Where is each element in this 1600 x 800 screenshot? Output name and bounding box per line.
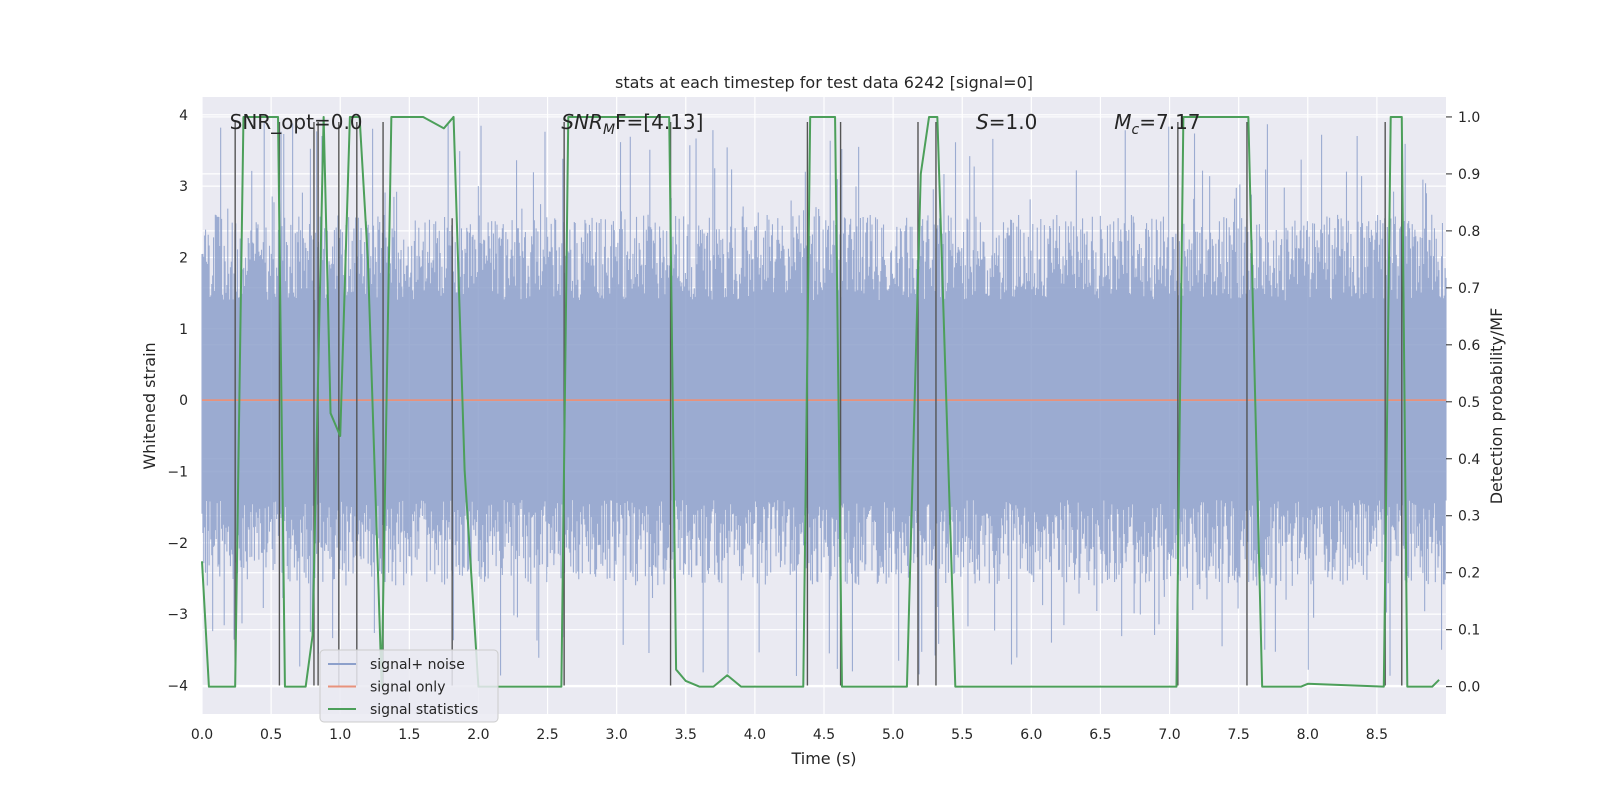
x-tick-label: 6.0 bbox=[1020, 727, 1042, 743]
annotation-subscript: c bbox=[1132, 122, 1140, 138]
y-tick-label: −3 bbox=[167, 607, 188, 623]
annotation-value: F=[4.13] bbox=[615, 110, 703, 134]
x-tick-label: 7.5 bbox=[1228, 727, 1250, 743]
y-tick-label: −2 bbox=[167, 536, 188, 552]
y2-axis-label: Detection probability/MF bbox=[1487, 308, 1506, 505]
y2-tick-label: 0.1 bbox=[1458, 623, 1480, 639]
x-tick-label: 5.5 bbox=[951, 727, 973, 743]
legend: signal+ noise signal only signal statistic… bbox=[319, 649, 499, 723]
annotation-text: SNR_opt=0.0 bbox=[230, 110, 363, 134]
y2-tick-label: 0.3 bbox=[1458, 509, 1480, 525]
y-tick-label: 1 bbox=[179, 322, 188, 338]
y2-tick-label: 0.4 bbox=[1458, 452, 1480, 468]
x-tick-label: 4.5 bbox=[813, 727, 835, 743]
x-tick-label: 0.5 bbox=[260, 727, 282, 743]
y-axis-label: Whitened strain bbox=[140, 342, 159, 469]
x-tick-label: 6.5 bbox=[1089, 727, 1111, 743]
legend-label: signal only bbox=[370, 680, 445, 696]
x-tick-label: 7.0 bbox=[1158, 727, 1180, 743]
annotation-symbol: M bbox=[1114, 110, 1131, 134]
legend-box bbox=[319, 649, 499, 723]
annotation-value: =7.17 bbox=[1139, 110, 1200, 134]
x-tick-label: 8.0 bbox=[1297, 727, 1319, 743]
y2-tick-label: 0.2 bbox=[1458, 566, 1480, 582]
y-tick-label: −4 bbox=[167, 678, 188, 694]
noise-trace bbox=[201, 122, 1447, 677]
plot-area bbox=[201, 97, 1447, 714]
signal-statistics-line bbox=[201, 115, 1440, 688]
annotation-value: =1.0 bbox=[989, 110, 1038, 134]
y-tick-label: 4 bbox=[179, 108, 188, 124]
x-tick-label: 0.0 bbox=[191, 727, 213, 743]
annotation-subscript: M bbox=[603, 122, 615, 138]
y2-tick-label: 0.9 bbox=[1458, 167, 1480, 183]
legend-label: signal+ noise bbox=[370, 657, 465, 673]
annotation-text: SNRMF=[4.13] bbox=[561, 110, 703, 138]
x-axis: 0.0 0.5 1.0 1.5 2.0 2.5 3.0 3.5 4.0 4.5 5.0 5.5 6.0 6… bbox=[191, 727, 1388, 743]
x-tick-label: 2.5 bbox=[536, 727, 558, 743]
annotation-text: S=1.0 bbox=[976, 110, 1037, 134]
x-tick-label: 1.5 bbox=[398, 727, 420, 743]
y2-tick-label: 0.6 bbox=[1458, 338, 1480, 354]
annotation-symbol: SNR bbox=[561, 110, 603, 134]
x-tick-label: 1.0 bbox=[329, 727, 351, 743]
legend-label: signal statistics bbox=[370, 702, 478, 718]
y2-tick-label: 0.0 bbox=[1458, 680, 1480, 696]
y2-tick-label: 0.7 bbox=[1458, 281, 1480, 297]
annotation-symbol: S bbox=[976, 110, 989, 134]
y-tick-label: −1 bbox=[167, 464, 188, 480]
x-axis-label: Time (s) bbox=[790, 749, 856, 768]
signal-noise-series bbox=[201, 122, 1447, 677]
annotations: SNR_opt=0.0 SNRMF=[4.13] S=1.0 Mc=7.17 bbox=[230, 110, 1201, 138]
signal-statistics-series bbox=[201, 115, 1440, 688]
y-axis-left: −4 −3 −2 −1 0 1 2 3 4 bbox=[167, 108, 188, 695]
x-tick-label: 5.0 bbox=[882, 727, 904, 743]
x-tick-label: 8.5 bbox=[1366, 727, 1388, 743]
y-tick-label: 3 bbox=[179, 179, 188, 195]
x-tick-label: 3.0 bbox=[606, 727, 628, 743]
y-tick-label: 0 bbox=[179, 393, 188, 409]
y2-tick-label: 0.8 bbox=[1458, 224, 1480, 240]
x-tick-label: 2.0 bbox=[467, 727, 489, 743]
x-tick-label: 3.5 bbox=[675, 727, 697, 743]
y-axis-right: 0.0 0.1 0.2 0.3 0.4 0.5 0.6 0.7 0.8 0.9 1.0 bbox=[1446, 110, 1480, 696]
y2-tick-label: 1.0 bbox=[1458, 110, 1480, 126]
x-tick-label: 4.0 bbox=[744, 727, 766, 743]
chart-title: stats at each timestep for test data 624… bbox=[615, 73, 1033, 92]
y2-tick-label: 0.5 bbox=[1458, 395, 1480, 411]
y-tick-label: 2 bbox=[179, 250, 188, 266]
annotation-text: Mc=7.17 bbox=[1114, 110, 1200, 138]
